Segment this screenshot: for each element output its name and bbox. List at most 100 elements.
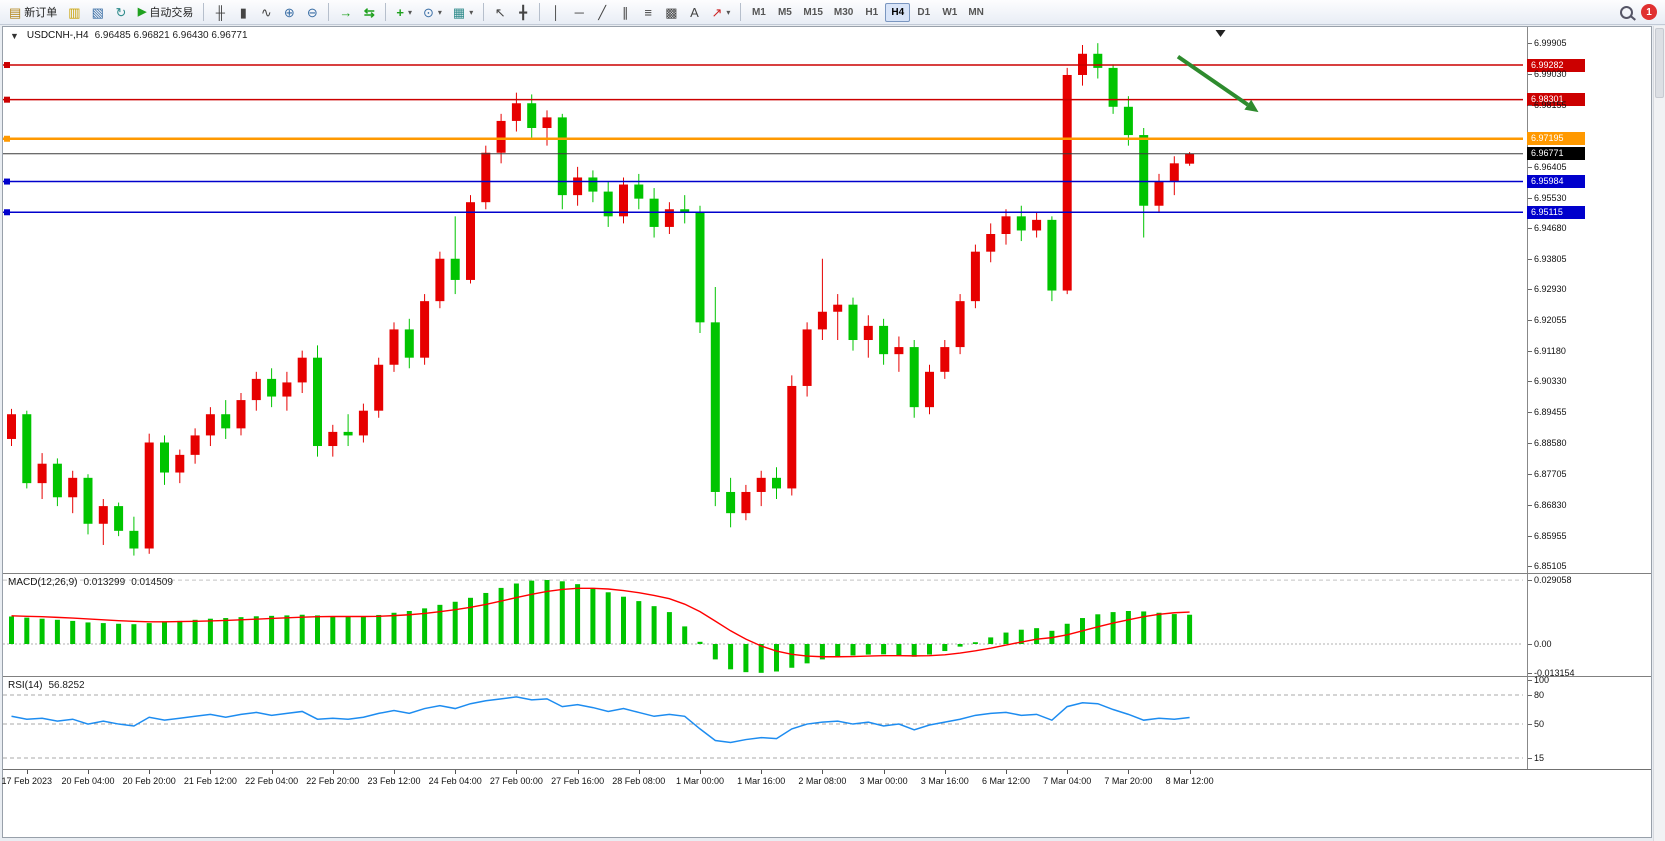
candle-body <box>710 322 720 492</box>
candlestick-button[interactable]: ▮ <box>232 2 254 23</box>
time-axis-tick <box>700 770 701 774</box>
ohlc-values: 6.96485 6.96821 6.96430 6.96771 <box>94 30 248 41</box>
cursor-tool-button[interactable]: ↖ <box>489 2 511 23</box>
chart-window: ▼ USDCNH-,H4 6.96485 6.96821 6.96430 6.9… <box>2 26 1652 838</box>
symbol-period-label: USDCNH-,H4 <box>26 30 89 41</box>
line-handle[interactable] <box>4 62 10 69</box>
new-order-button[interactable]: ▤ 新订单 <box>4 2 62 23</box>
line-handle[interactable] <box>4 96 10 103</box>
macd-histogram-bar <box>1018 629 1024 644</box>
trend-arrow-head[interactable] <box>1244 99 1259 113</box>
rsi-axis-label: 15 <box>1534 752 1545 763</box>
templates-button[interactable]: ▦ ▾ <box>448 2 478 23</box>
macd-histogram-bar <box>743 644 749 673</box>
timeframe-m15-button[interactable]: M15 <box>798 3 827 22</box>
bar-chart-button[interactable]: ╫ <box>209 2 231 23</box>
zoom-in-button[interactable]: ⊕ <box>278 2 300 23</box>
time-axis-tick <box>271 770 273 774</box>
zoom-out-button[interactable]: ⊖ <box>301 2 323 23</box>
macd-histogram-bar <box>957 644 963 647</box>
timeframe-h4-button[interactable]: H4 <box>885 2 911 22</box>
line-handle[interactable] <box>4 209 10 216</box>
auto-scroll-icon: → <box>339 4 353 20</box>
candle-body <box>374 364 384 411</box>
chart-shift-marker[interactable] <box>1215 30 1226 37</box>
price-chart-canvas[interactable] <box>3 27 1523 573</box>
macd-histogram-bar <box>498 587 504 644</box>
candle-body <box>1139 135 1149 206</box>
macd-histogram-bar <box>865 644 871 655</box>
bar-chart-icon: ╫ <box>215 4 225 20</box>
rsi-panel[interactable]: RSI(14) 56.8252 100 80 50 15 <box>3 675 1651 769</box>
time-axis-label: 1 Mar 16:00 <box>737 776 786 786</box>
search-icon[interactable] <box>1620 5 1633 19</box>
candle-body <box>817 311 827 330</box>
candle-body <box>726 491 736 514</box>
macd-histogram-bar <box>774 644 779 672</box>
main-chart-panel[interactable]: ▼ USDCNH-,H4 6.96485 6.96821 6.96430 6.9… <box>3 27 1651 573</box>
timeframe-m5-button[interactable]: M5 <box>772 3 797 22</box>
price-axis-tick <box>1528 381 1532 383</box>
candle-body <box>435 258 445 302</box>
indicators-button[interactable]: + ▾ <box>391 2 417 23</box>
chart-shift-button[interactable]: ⇆ <box>358 2 380 23</box>
price-line-label: 6.95984 <box>1527 175 1585 189</box>
price-axis-tick <box>1528 443 1532 445</box>
timeframe-d1-button[interactable]: D1 <box>911 3 936 22</box>
price-axis-tick <box>1528 197 1532 199</box>
candle-body <box>297 357 307 383</box>
time-axis[interactable]: 17 Feb 2023 20 Feb 04:00 20 Feb 20:00 21 Fe… <box>1 769 1651 791</box>
rsi-canvas[interactable] <box>3 677 1523 769</box>
macd-histogram-bar <box>238 617 244 644</box>
line-handle[interactable] <box>4 178 10 185</box>
price-axis-label: 6.93805 <box>1534 253 1567 264</box>
candle-body <box>542 117 552 128</box>
timeframe-m30-button[interactable]: M30 <box>829 3 858 22</box>
crosshair-tool-button[interactable]: ╋ <box>512 2 534 23</box>
candle-body <box>450 258 460 280</box>
channel-tool-button[interactable]: ∥ <box>614 2 636 23</box>
candle-body <box>313 357 322 447</box>
candle-body <box>37 463 47 484</box>
profiles-button[interactable]: ▧ <box>87 2 109 23</box>
one-click-trading-toggle[interactable]: ▼ <box>10 30 19 41</box>
macd-panel[interactable]: MACD(12,26,9) 0.013299 0.014509 0.029058… <box>3 573 1651 678</box>
candle-body <box>527 103 537 128</box>
macd-histogram-bar <box>406 611 412 644</box>
periods-button[interactable]: ⊙ ▾ <box>418 2 447 23</box>
time-axis-label: 20 Feb 20:00 <box>122 776 176 786</box>
price-axis-tick <box>1528 227 1532 229</box>
macd-axis-tick <box>1528 644 1532 645</box>
refresh-button[interactable]: ↻ <box>110 2 132 23</box>
horizontal-line-tool-button[interactable]: ─ <box>568 2 590 23</box>
macd-histogram-bar <box>9 616 14 644</box>
line-handle[interactable] <box>4 135 10 142</box>
arrows-icon: ↗ <box>711 4 723 20</box>
fibonacci-tool-button[interactable]: ≡ <box>637 2 659 23</box>
line-chart-button[interactable]: ∿ <box>255 2 277 23</box>
shapes-tool-button[interactable]: ▩ <box>660 2 682 23</box>
timeframe-m1-button[interactable]: M1 <box>746 3 771 22</box>
candle-body <box>328 431 338 447</box>
trend-arrow[interactable] <box>1176 54 1249 107</box>
arrows-tool-button[interactable]: ↗ ▾ <box>707 2 736 23</box>
notification-badge[interactable]: 1 <box>1641 4 1657 20</box>
timeframe-mn-button[interactable]: MN <box>963 3 989 22</box>
vertical-line-icon: │ <box>552 4 561 20</box>
timeframe-w1-button[interactable]: W1 <box>937 3 962 22</box>
scrollbar-thumb[interactable] <box>1655 28 1664 98</box>
time-axis-label: 17 Feb 2023 <box>1 776 53 786</box>
new-chart-button[interactable]: ▥ <box>63 2 85 23</box>
candle-body <box>695 212 705 323</box>
timeframe-h1-button[interactable]: H1 <box>859 3 884 22</box>
macd-canvas[interactable] <box>3 574 1523 676</box>
candle-body <box>343 431 353 436</box>
auto-trading-button[interactable]: ▶ 自动交易 <box>133 2 198 23</box>
trendline-tool-button[interactable]: ╱ <box>591 2 613 23</box>
text-tool-button[interactable]: A <box>684 2 706 23</box>
vertical-scrollbar[interactable] <box>1653 26 1665 841</box>
price-line-label: 6.98301 <box>1527 93 1585 107</box>
vertical-line-tool-button[interactable]: │ <box>545 2 567 23</box>
auto-scroll-button[interactable]: → <box>334 2 357 23</box>
new-order-icon: ▤ <box>9 4 22 20</box>
